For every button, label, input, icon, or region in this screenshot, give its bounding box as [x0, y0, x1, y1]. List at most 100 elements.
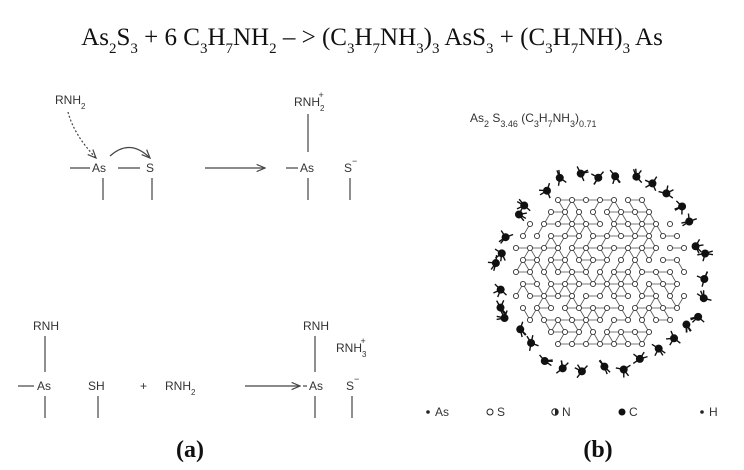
subscript: 3 — [545, 41, 553, 57]
s-atom — [597, 341, 602, 346]
s-atom — [597, 221, 602, 226]
s-atom — [569, 197, 574, 202]
s-atom — [520, 305, 525, 310]
s-atom — [590, 209, 595, 214]
as-atom — [590, 233, 595, 238]
as-atom — [569, 293, 574, 298]
subscript: 3 — [432, 41, 440, 57]
superscript: + — [318, 90, 323, 100]
subscript: 3 — [130, 41, 138, 57]
atom: S — [146, 161, 154, 175]
as-atom — [653, 293, 658, 298]
s-atom — [548, 209, 553, 214]
s-atom — [569, 245, 574, 250]
h-bond — [559, 170, 560, 178]
as-atom — [625, 341, 630, 346]
as-atom — [597, 269, 602, 274]
s-atom — [555, 317, 560, 322]
as-atom — [618, 257, 623, 262]
as-atom — [653, 269, 658, 274]
as-atom — [534, 305, 539, 310]
s-atom — [646, 305, 651, 310]
as-atom — [569, 269, 574, 274]
as-atom — [674, 305, 679, 310]
reagent: RNH2+ — [294, 90, 325, 113]
s-atom — [632, 233, 637, 238]
s-atom — [660, 257, 665, 262]
s-atom — [611, 293, 616, 298]
as-atom — [625, 317, 630, 322]
as-atom — [646, 329, 651, 334]
as-atom — [527, 293, 532, 298]
as-atom — [660, 233, 665, 238]
as-atom — [520, 281, 525, 286]
s-atom — [611, 341, 616, 346]
formula-text: As — [630, 24, 663, 51]
cation: RNH3+ — [336, 336, 367, 359]
formula: As2S3 + 6 C3H7NH2 – > (C3H7NH3)3 AsS3 + … — [81, 24, 663, 57]
as-atom — [597, 293, 602, 298]
chem-base: RNH — [55, 93, 81, 107]
figure: (a) (b) As2S3 + 6 C3H7NH2 – > (C3H7NH3)3… — [0, 0, 744, 470]
s-atom — [548, 233, 553, 238]
atom: S− — [346, 374, 359, 393]
s-atom — [674, 257, 679, 262]
s-atom — [576, 257, 581, 262]
s-atom — [604, 305, 609, 310]
s-atom — [583, 269, 588, 274]
s-atom — [527, 221, 532, 226]
subscript: 3.46 — [500, 119, 518, 129]
s-atom — [562, 257, 567, 262]
s-atom — [674, 233, 679, 238]
s-atom — [597, 197, 602, 202]
panel-label: (b) — [583, 437, 612, 463]
subscript: 3 — [416, 41, 424, 57]
s-atom — [618, 209, 623, 214]
s-atom — [583, 245, 588, 250]
legend-marker — [426, 410, 430, 414]
as-atom — [632, 209, 637, 214]
s-atom — [576, 281, 581, 286]
s-atom — [555, 341, 560, 346]
as-atom — [562, 233, 567, 238]
s-atom — [583, 317, 588, 322]
subscript: 3 — [623, 41, 631, 57]
s-atom — [639, 341, 644, 346]
as-atom — [590, 329, 595, 334]
atom: As — [300, 161, 314, 175]
s-atom — [555, 293, 560, 298]
s-atom — [653, 317, 658, 322]
as-atom — [590, 281, 595, 286]
as-atom — [555, 197, 560, 202]
atom: As — [92, 161, 106, 175]
formula-text: + 6 C — [138, 24, 200, 51]
s-atom — [562, 281, 567, 286]
s-atom — [632, 305, 637, 310]
superscript: + — [360, 336, 365, 346]
formula-text: NH — [553, 111, 570, 125]
s-atom — [562, 305, 567, 310]
as-atom — [639, 293, 644, 298]
subscript: 3 — [347, 41, 355, 57]
formula-text: ) — [424, 24, 432, 51]
atom: As — [37, 379, 51, 393]
scheme-lines — [18, 112, 352, 418]
group: RNH — [33, 319, 59, 333]
legend-label: C — [629, 405, 638, 419]
s-atom — [562, 329, 567, 334]
s-atom — [590, 305, 595, 310]
formula-text: AsS — [439, 24, 486, 51]
legend-label: S — [497, 405, 505, 419]
s-atom — [611, 317, 616, 322]
reagent: RNH2 — [165, 379, 196, 397]
s-atom — [541, 269, 546, 274]
chem-base: S — [344, 161, 352, 175]
formula-text: H — [354, 24, 372, 51]
s-atom — [576, 233, 581, 238]
formula-text: – > (C — [277, 24, 347, 51]
formula-text: As — [81, 24, 109, 51]
s-atom — [632, 257, 637, 262]
reagent: RNH2 — [55, 93, 86, 111]
s-atom — [646, 233, 651, 238]
s-atom — [604, 257, 609, 262]
